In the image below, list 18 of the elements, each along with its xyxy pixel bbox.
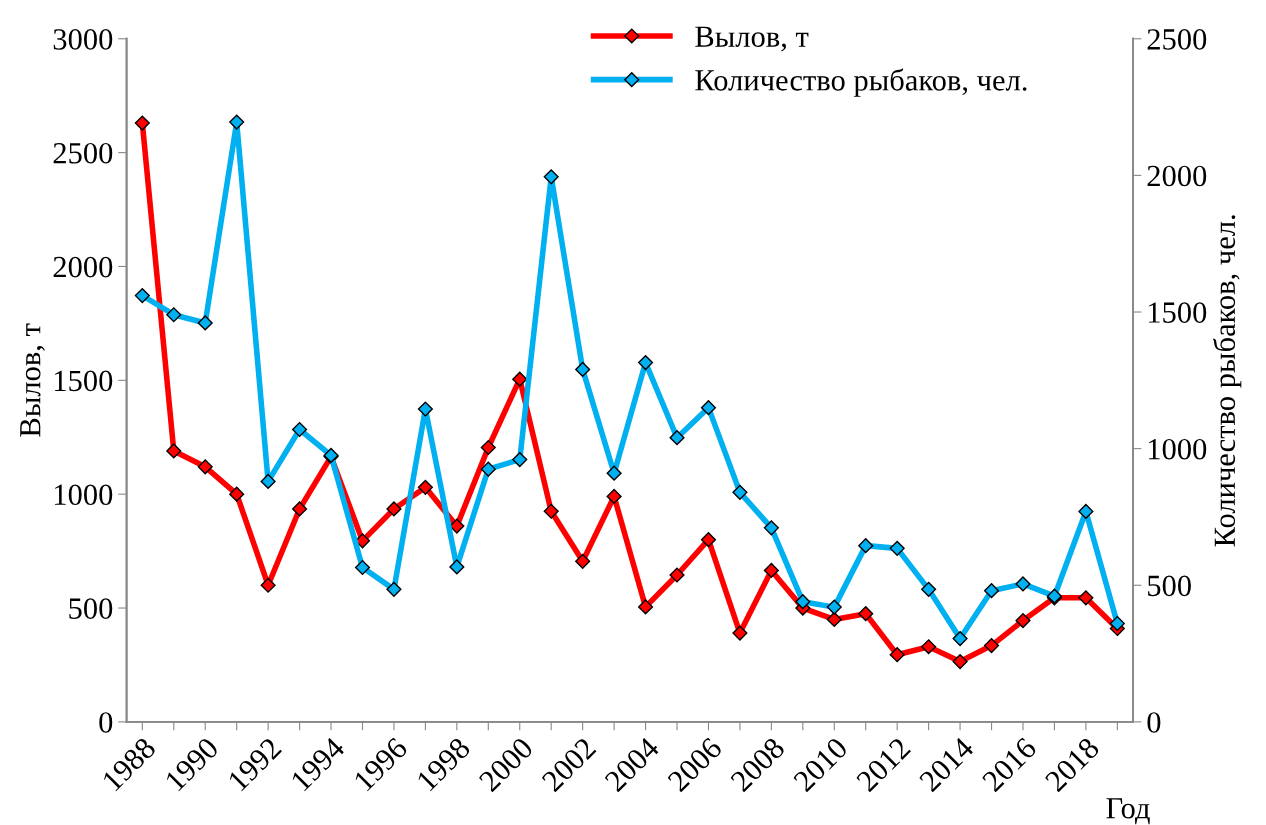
y2-tick-label: 500 — [1148, 575, 1191, 597]
y2-tick-label: 1000 — [1148, 438, 1207, 460]
y-tick-label: 0 — [99, 712, 113, 733]
x-axis-title: Год — [1106, 798, 1150, 825]
y2-tick-label: 1500 — [1148, 302, 1207, 323]
y-tick-label: 1000 — [54, 484, 113, 506]
y2-axis-title: Количество рыбаков, чел. — [1212, 215, 1242, 547]
y2-tick-label: 2000 — [1147, 165, 1207, 187]
y-tick-label: 3000 — [53, 29, 113, 50]
y-tick-label: 2000 — [53, 256, 113, 278]
y-tick-label: 2500 — [53, 142, 113, 164]
legend-label: Количество рыбаков, чел. — [695, 68, 1027, 97]
y-tick-label: 500 — [69, 598, 113, 619]
y2-tick-label: 2500 — [1147, 29, 1207, 50]
y-axis-title: Вылов, т — [20, 323, 45, 437]
legend-label: Вылов, т — [695, 26, 809, 52]
y-tick-label: 1500 — [54, 370, 113, 392]
y2-tick-label: 0 — [1147, 712, 1161, 733]
